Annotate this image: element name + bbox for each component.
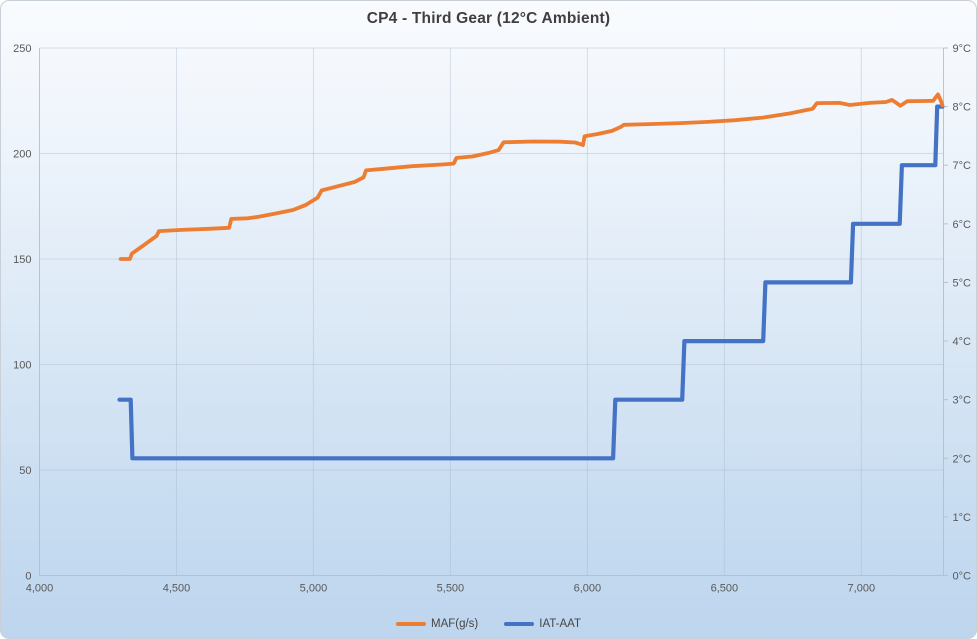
x-tick-label: 6,500 bbox=[711, 583, 739, 595]
y-right-tick-label: 4°C bbox=[953, 336, 972, 348]
y-left-axis-labels: 0 50 100 150 200 250 bbox=[13, 43, 31, 583]
y-right-tick-label: 0°C bbox=[953, 571, 972, 583]
iat-series-line bbox=[117, 104, 945, 461]
legend-label-iat: IAT-AAT bbox=[539, 618, 582, 630]
y-left-tick-label: 250 bbox=[13, 43, 31, 55]
y-right-tick-label: 7°C bbox=[953, 160, 972, 172]
x-axis-labels: 4,000 4,500 5,000 5,500 6,000 6,500 7,000 bbox=[26, 583, 875, 595]
x-tick-label: 4,000 bbox=[26, 583, 54, 595]
y-left-tick-label: 100 bbox=[13, 360, 31, 372]
chart-title: CP4 - Third Gear (12°C Ambient) bbox=[366, 10, 611, 27]
y-left-tick-label: 150 bbox=[13, 254, 31, 266]
y-right-tick-label: 2°C bbox=[953, 453, 972, 465]
legend: MAF(g/s) IAT-AAT bbox=[1, 618, 976, 630]
x-tick-label: 4,500 bbox=[163, 583, 191, 595]
y-left-tick-label: 0 bbox=[25, 571, 31, 583]
y-right-axis-labels: 0°C 1°C 2°C 3°C 4°C 5°C 6°C 7°C 8°C 9°C bbox=[953, 43, 972, 583]
x-tick-label: 7,000 bbox=[848, 583, 876, 595]
legend-item-maf: MAF(g/s) bbox=[395, 618, 479, 630]
y-right-tick-label: 9°C bbox=[953, 43, 972, 55]
maf-series-line bbox=[118, 92, 945, 261]
maf-series-swatch bbox=[395, 621, 426, 627]
y-right-tick-label: 5°C bbox=[953, 277, 972, 289]
iat-series-swatch bbox=[504, 621, 535, 627]
x-tick-label: 5,000 bbox=[300, 583, 328, 595]
x-tick-label: 6,000 bbox=[574, 583, 602, 595]
gridlines bbox=[39, 47, 944, 576]
legend-label-maf: MAF(g/s) bbox=[430, 618, 479, 630]
y-right-tick-label: 8°C bbox=[953, 102, 972, 114]
x-tick-label: 5,500 bbox=[437, 583, 465, 595]
legend-item-iat: IAT-AAT bbox=[504, 618, 581, 630]
y-right-tick-label: 6°C bbox=[953, 219, 972, 231]
y-left-tick-label: 200 bbox=[13, 149, 31, 161]
y-right-tick-label: 1°C bbox=[953, 512, 972, 524]
y-left-tick-label: 50 bbox=[19, 465, 31, 477]
axis-lines bbox=[39, 47, 948, 576]
y-right-tick-label: 3°C bbox=[953, 395, 972, 407]
